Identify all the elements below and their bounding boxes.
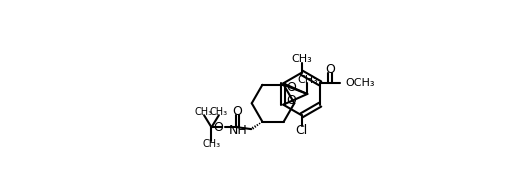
Text: NH: NH — [228, 124, 247, 137]
Text: Cl: Cl — [295, 124, 308, 137]
Text: O: O — [326, 63, 335, 76]
Text: CH₃: CH₃ — [297, 75, 318, 85]
Text: OCH₃: OCH₃ — [345, 78, 374, 88]
Text: CH₃: CH₃ — [210, 107, 228, 117]
Text: O: O — [213, 121, 223, 134]
Text: CH₃: CH₃ — [195, 107, 213, 117]
Text: O: O — [287, 81, 296, 94]
Text: O: O — [232, 105, 242, 118]
Text: CH₃: CH₃ — [291, 54, 312, 64]
Text: O: O — [287, 94, 296, 107]
Text: CH₃: CH₃ — [202, 139, 220, 149]
